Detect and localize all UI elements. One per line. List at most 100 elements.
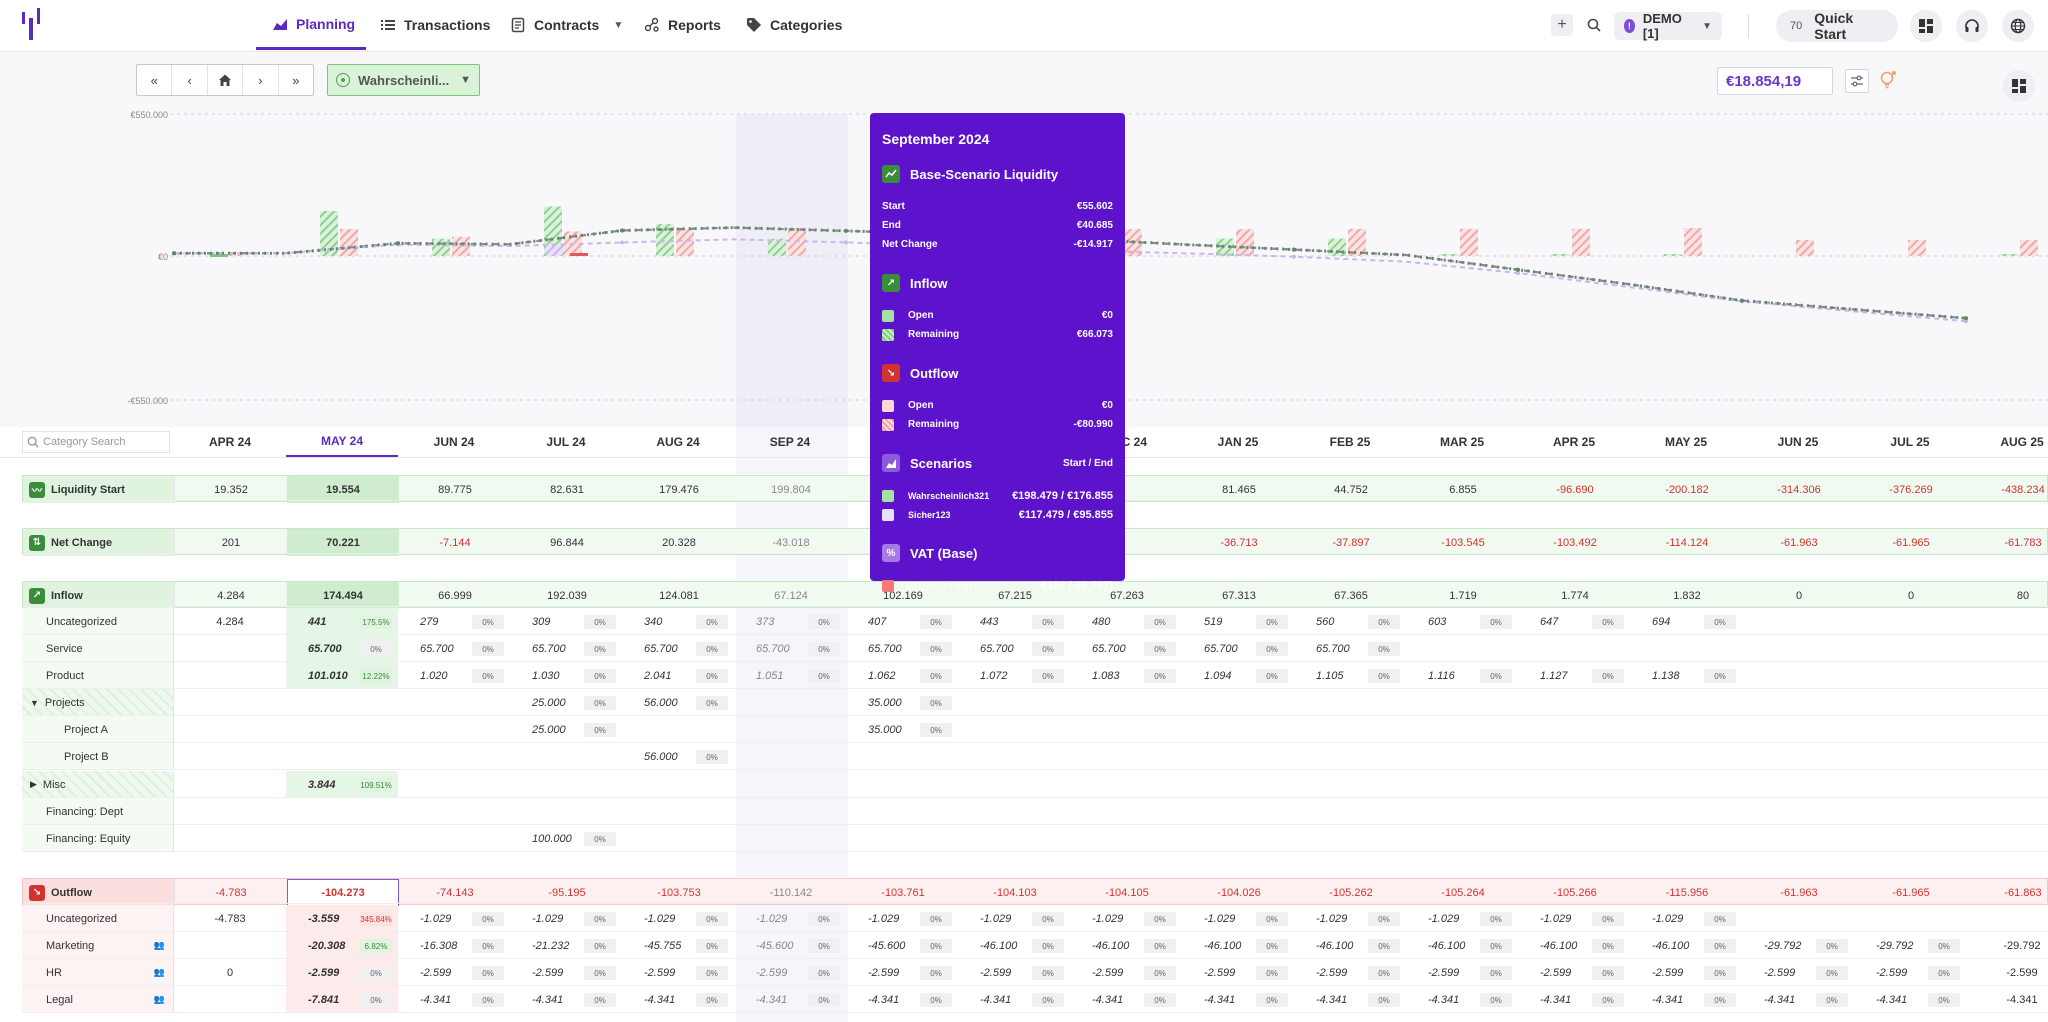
table-cell[interactable]: -4.341 0% [1294, 986, 1406, 1013]
tab-contracts[interactable]: Contracts ▼ [510, 0, 623, 50]
collapse-icon[interactable]: ▼ [30, 697, 39, 708]
table-cell[interactable]: 3.844 109.51% [286, 771, 398, 798]
table-cell[interactable]: -103.545 [1407, 529, 1519, 556]
workspace-selector[interactable]: ! DEMO [1] ▼ [1614, 11, 1722, 41]
row-label[interactable]: ▼ Projects [22, 689, 174, 716]
table-cell[interactable]: -61.963 [1743, 879, 1855, 906]
table-cell[interactable]: -103.761 [847, 879, 959, 906]
table-cell[interactable]: 1.072 0% [958, 662, 1070, 689]
table-cell[interactable]: -61.783 [1967, 529, 2048, 556]
table-cell[interactable]: 67.313 [1183, 582, 1295, 609]
table-cell[interactable]: -438.234 [1967, 476, 2048, 503]
month-header[interactable]: APR 24 [208, 435, 252, 449]
table-cell[interactable]: -114.124 [1631, 529, 1743, 556]
table-cell[interactable]: 1.062 0% [846, 662, 958, 689]
table-cell[interactable]: 102.169 [847, 582, 959, 609]
table-cell[interactable]: 35.000 0% [846, 689, 958, 716]
row-label[interactable]: Uncategorized [22, 608, 174, 635]
next-button[interactable]: › [243, 65, 279, 95]
table-cell[interactable]: 560 0% [1294, 608, 1406, 635]
table-cell[interactable]: -1.029 0% [958, 905, 1070, 932]
table-cell[interactable]: -46.100 0% [1518, 932, 1630, 959]
prev-button[interactable]: ‹ [172, 65, 208, 95]
table-cell[interactable]: 65.700 0% [734, 635, 846, 662]
row-label[interactable]: Project A [22, 716, 174, 743]
table-cell[interactable]: -46.100 0% [958, 932, 1070, 959]
table-cell[interactable]: -43.018 [735, 529, 847, 556]
table-cell[interactable]: 1.051 0% [734, 662, 846, 689]
table-cell[interactable]: 101.010 12.22% [286, 662, 398, 689]
table-cell[interactable]: 0 [1743, 582, 1855, 609]
table-cell[interactable]: 65.700 0% [1294, 635, 1406, 662]
table-cell[interactable]: -1.029 0% [1406, 905, 1518, 932]
table-cell[interactable]: 1.116 0% [1406, 662, 1518, 689]
table-cell[interactable]: -61.863 [1967, 879, 2048, 906]
month-header[interactable]: JUN 24 [433, 435, 475, 449]
table-cell[interactable]: -46.100 0% [1294, 932, 1406, 959]
category-search[interactable]: Category Search [22, 431, 170, 453]
table-cell[interactable]: -36.713 [1183, 529, 1295, 556]
table-cell[interactable]: -1.029 0% [1070, 905, 1182, 932]
table-cell[interactable]: -16.308 0% [398, 932, 510, 959]
table-cell[interactable]: -2.599 0% [734, 959, 846, 986]
table-cell[interactable]: -4.341 0% [1518, 986, 1630, 1013]
table-cell[interactable]: -61.965 [1855, 529, 1967, 556]
table-cell[interactable]: 407 0% [846, 608, 958, 635]
table-cell[interactable]: 56.000 0% [622, 743, 734, 770]
table-cell[interactable]: 309 0% [510, 608, 622, 635]
table-cell[interactable]: -110.142 [735, 879, 847, 906]
filter-button[interactable] [1845, 69, 1869, 93]
table-cell[interactable]: 44.752 [1295, 476, 1407, 503]
table-cell[interactable]: 100.000 0% [510, 825, 622, 852]
table-cell[interactable]: -2.599 0% [958, 959, 1070, 986]
table-cell[interactable]: 25.000 0% [510, 716, 622, 743]
table-cell[interactable]: -45.755 0% [622, 932, 734, 959]
table-cell[interactable]: 519 0% [1182, 608, 1294, 635]
month-header[interactable]: JUN 25 [1777, 435, 1819, 449]
table-cell[interactable]: -1.029 0% [622, 905, 734, 932]
table-cell[interactable]: 67.365 [1295, 582, 1407, 609]
table-cell[interactable]: 67.263 [1071, 582, 1183, 609]
table-cell[interactable]: 65.700 0% [398, 635, 510, 662]
table-cell[interactable]: -2.599 0% [1182, 959, 1294, 986]
table-cell[interactable]: -29.792 [1966, 932, 2048, 959]
table-cell[interactable]: -46.100 0% [1406, 932, 1518, 959]
table-cell[interactable]: -4.341 0% [734, 986, 846, 1013]
table-cell[interactable]: 0 [1855, 582, 1967, 609]
table-cell[interactable]: -2.599 0% [1518, 959, 1630, 986]
row-label[interactable]: 〰 Liquidity Start [23, 476, 175, 503]
jump-back-button[interactable]: « [137, 65, 173, 95]
table-cell[interactable]: -2.599 0% [1630, 959, 1742, 986]
month-header[interactable]: JUL 24 [546, 435, 586, 449]
table-cell[interactable]: -37.897 [1295, 529, 1407, 556]
table-cell[interactable]: 6.855 [1407, 476, 1519, 503]
tab-categories[interactable]: Categories [746, 0, 842, 50]
table-cell[interactable]: 65.700 0% [958, 635, 1070, 662]
table-cell[interactable]: -314.306 [1743, 476, 1855, 503]
table-cell[interactable]: -4.341 0% [510, 986, 622, 1013]
month-header[interactable]: MAR 25 [1439, 435, 1484, 449]
add-button[interactable]: + [1551, 14, 1573, 36]
table-cell[interactable]: 1.138 0% [1630, 662, 1742, 689]
table-cell[interactable]: -1.029 0% [846, 905, 958, 932]
table-cell[interactable]: 19.554 [287, 476, 399, 503]
jump-forward-button[interactable]: » [279, 65, 313, 95]
quick-start-button[interactable]: 70 Quick Start [1776, 10, 1898, 42]
row-label[interactable]: Legal 👥 [22, 986, 174, 1013]
table-cell[interactable]: -7.841 0% [286, 986, 398, 1013]
table-cell[interactable]: 65.700 0% [622, 635, 734, 662]
table-cell[interactable]: 4.284 [175, 582, 287, 609]
table-cell[interactable]: 67.124 [735, 582, 847, 609]
table-cell[interactable]: -1.029 0% [1294, 905, 1406, 932]
month-header[interactable]: MAY 25 [1664, 435, 1708, 449]
table-cell[interactable]: -4.341 0% [1854, 986, 1966, 1013]
table-cell[interactable]: -45.600 0% [734, 932, 846, 959]
table-cell[interactable]: 340 0% [622, 608, 734, 635]
table-cell[interactable]: -105.264 [1407, 879, 1519, 906]
table-cell[interactable]: -21.232 0% [510, 932, 622, 959]
table-cell[interactable]: 96.844 [511, 529, 623, 556]
table-cell[interactable]: 82.631 [511, 476, 623, 503]
table-cell[interactable]: 65.700 0% [1182, 635, 1294, 662]
table-cell[interactable]: 124.081 [623, 582, 735, 609]
table-cell[interactable]: 603 0% [1406, 608, 1518, 635]
